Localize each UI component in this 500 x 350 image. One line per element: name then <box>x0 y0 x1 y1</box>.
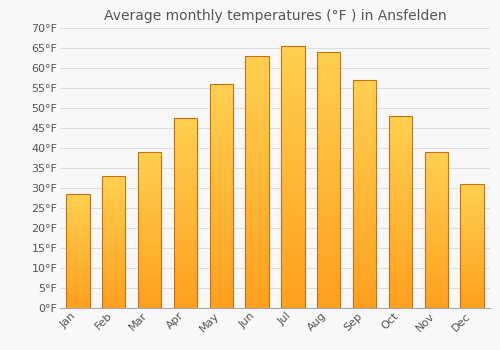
Bar <box>174 118 197 308</box>
Bar <box>282 46 304 308</box>
Bar <box>246 56 268 308</box>
Bar <box>353 80 376 308</box>
Bar <box>460 184 483 308</box>
Bar <box>389 116 412 308</box>
Bar <box>424 152 448 308</box>
Bar <box>138 152 161 308</box>
Bar <box>317 52 340 308</box>
Bar <box>66 194 90 308</box>
Bar <box>210 84 233 308</box>
Title: Average monthly temperatures (°F ) in Ansfelden: Average monthly temperatures (°F ) in An… <box>104 9 446 23</box>
Bar <box>102 176 126 308</box>
